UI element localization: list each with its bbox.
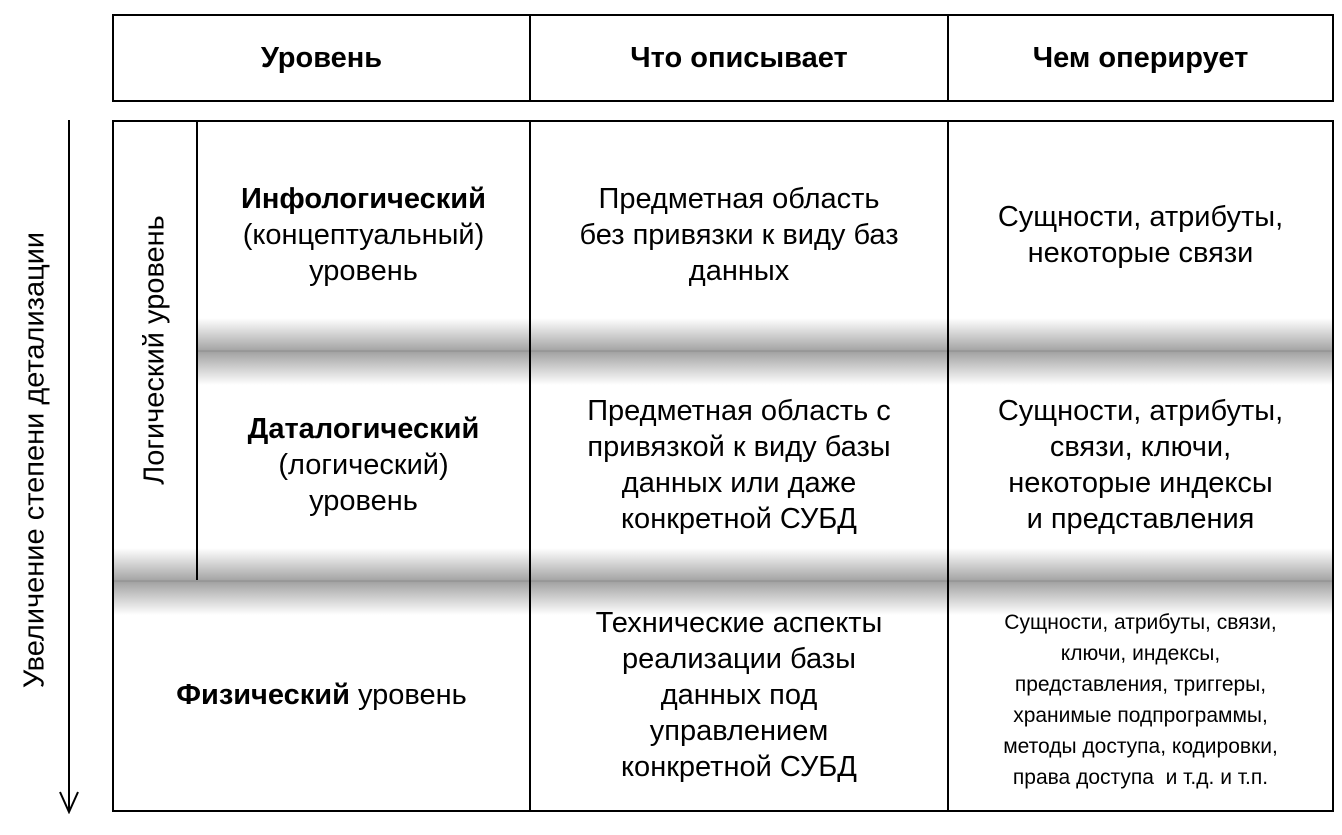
divider <box>529 14 531 102</box>
text-line: Сущности, атрибуты, <box>997 395 1284 427</box>
infological-describes: Предметная область без привязки к виду б… <box>531 160 947 310</box>
datalogical-describes: Предметная область с привязкой к виду ба… <box>531 380 947 550</box>
text-line: Технические аспекты <box>595 607 883 639</box>
text-line: ключи, индексы, <box>1060 642 1221 665</box>
detail-arrow <box>68 120 70 810</box>
text-line: представления, триггеры, <box>1014 673 1267 696</box>
text-line: управлением <box>649 715 829 747</box>
text-line: реализации базы <box>622 643 856 675</box>
header-row <box>112 14 1334 102</box>
datalogical-operates: Сущности, атрибуты, связи, ключи, некото… <box>949 380 1332 550</box>
physical-operates: Сущности, атрибуты, связи, ключи, индекс… <box>949 600 1332 800</box>
text-line: Сущности, атрибуты, <box>997 201 1284 233</box>
header-level: Уровень <box>260 42 383 74</box>
level-text: уровень <box>309 485 418 517</box>
text-line: конкретной СУБД <box>621 503 857 535</box>
text-line: Предметная область с <box>587 395 891 427</box>
infological-level: Инфологический (концептуальный) уровень <box>198 160 529 310</box>
divider <box>529 120 531 812</box>
level-text: уровень <box>309 255 418 287</box>
divider <box>196 120 198 580</box>
text-line: без привязки к виду баз <box>579 219 899 251</box>
header-operates: Чем оперирует <box>1032 42 1249 74</box>
logical-group-label: Логический уровень <box>138 215 171 485</box>
header-describes: Что описывает <box>630 42 848 74</box>
text-line: методы доступа, кодировки, <box>1003 735 1278 758</box>
divider <box>947 120 949 812</box>
text-line: некоторые связи <box>1027 237 1254 269</box>
text-line: Предметная область <box>598 183 880 215</box>
text-line: Сущности, атрибуты, связи, <box>1004 611 1277 634</box>
text-line: и представления <box>1026 503 1255 535</box>
level-name: Даталогический <box>247 413 480 445</box>
text-line: данных под <box>660 679 818 711</box>
text-line: права доступа и т.д. и т.п. <box>1012 766 1269 789</box>
level-name: Инфологический <box>241 183 486 215</box>
text-line: конкретной СУБД <box>621 751 857 783</box>
divider <box>947 14 949 102</box>
text-line: хранимые подпрограммы, <box>1013 704 1268 727</box>
text-line: привязкой к виду базы <box>587 431 891 463</box>
level-name: Физический <box>176 679 350 711</box>
level-text: (концептуальный) <box>242 219 485 251</box>
infological-operates: Сущности, атрибуты, некоторые связи <box>949 160 1332 310</box>
arrow-head-icon <box>59 791 79 814</box>
text-line: данных <box>688 255 790 287</box>
text-line: некоторые индексы <box>1008 467 1273 499</box>
side-label: Увеличение степени детализации <box>18 231 51 689</box>
physical-describes: Технические аспекты реализации базы данн… <box>531 590 947 800</box>
levels-table <box>112 120 1334 812</box>
datalogical-level: Даталогический (логический) уровень <box>198 385 529 545</box>
text-line: данных или даже <box>621 467 857 499</box>
text-line: связи, ключи, <box>1049 431 1232 463</box>
level-text: (логический) <box>278 449 449 481</box>
level-text: уровень <box>349 679 467 711</box>
physical-level: Физический уровень <box>114 590 529 800</box>
